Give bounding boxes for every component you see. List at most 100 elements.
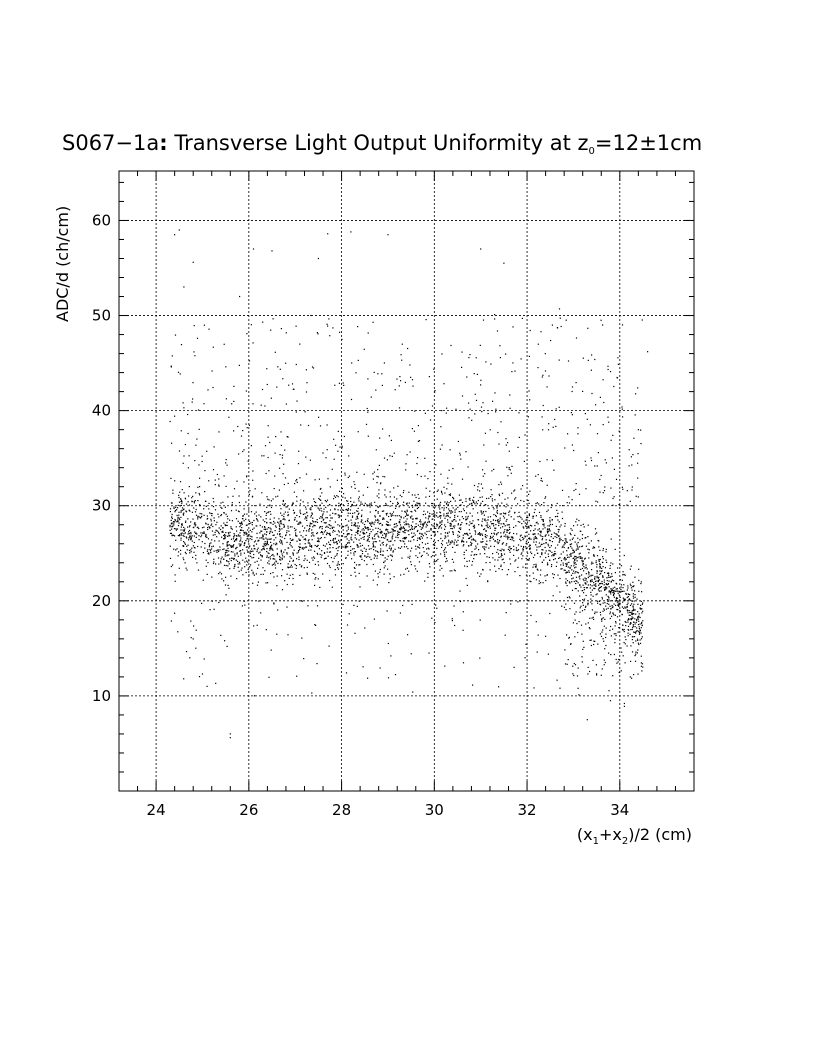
data-point (256, 519, 258, 521)
data-point (302, 546, 304, 549)
data-point (300, 534, 302, 537)
data-point (323, 522, 325, 524)
data-point (337, 450, 339, 452)
data-point (632, 597, 635, 599)
data-point (565, 572, 567, 574)
data-point (309, 527, 311, 530)
data-point (525, 541, 527, 543)
data-point (345, 546, 347, 548)
data-point (571, 390, 573, 393)
data-point (196, 562, 198, 564)
data-point (294, 530, 296, 532)
data-point (517, 516, 519, 518)
data-point (370, 558, 372, 561)
data-point (279, 520, 281, 523)
data-point (623, 584, 625, 586)
data-point (411, 536, 413, 538)
data-point (565, 558, 567, 560)
data-point (355, 525, 357, 527)
data-point (403, 501, 405, 503)
data-point (640, 655, 642, 657)
data-point (406, 567, 408, 569)
data-point (241, 521, 243, 523)
data-point (596, 570, 598, 572)
data-point (536, 549, 538, 551)
data-point (355, 538, 358, 540)
data-point (302, 548, 304, 550)
data-point (356, 504, 358, 506)
data-point (403, 490, 405, 492)
data-point (576, 548, 578, 550)
data-point (594, 528, 597, 530)
data-point (258, 540, 260, 542)
data-point (367, 535, 369, 537)
data-point (468, 560, 470, 562)
data-point (416, 530, 418, 532)
data-point (281, 514, 283, 516)
data-point (532, 566, 534, 568)
data-point (613, 614, 615, 616)
data-point (545, 496, 547, 498)
data-point (621, 614, 623, 616)
data-point (527, 558, 529, 561)
data-point (305, 508, 307, 510)
data-point (469, 499, 471, 501)
data-point (505, 534, 507, 536)
data-point (312, 517, 314, 519)
data-point (385, 529, 387, 531)
data-point (346, 533, 349, 535)
data-point (529, 537, 531, 539)
data-point (634, 596, 636, 598)
data-point (513, 554, 515, 556)
data-point (323, 508, 325, 510)
data-point (279, 368, 281, 370)
data-point (271, 531, 273, 533)
data-point (602, 617, 604, 619)
data-point (607, 368, 609, 371)
data-point (632, 608, 635, 610)
data-point (217, 513, 219, 515)
data-point (522, 548, 524, 550)
data-point (575, 582, 577, 585)
data-point (492, 553, 494, 555)
data-point (597, 452, 599, 454)
data-point (598, 576, 600, 578)
data-point (263, 526, 266, 528)
data-point (373, 618, 375, 620)
data-point (309, 459, 311, 461)
data-point (223, 475, 225, 477)
data-point (314, 578, 316, 580)
data-point (575, 558, 577, 560)
data-point (584, 537, 586, 539)
data-point (481, 534, 484, 536)
data-point (394, 523, 396, 525)
data-point (270, 548, 272, 550)
data-point (439, 515, 441, 517)
data-point (296, 552, 298, 554)
data-point (398, 515, 400, 517)
data-point (567, 566, 569, 568)
data-point (390, 547, 392, 549)
data-point (193, 507, 195, 509)
data-point (342, 496, 344, 498)
data-point (564, 649, 566, 651)
data-point (174, 519, 177, 521)
data-point (463, 551, 465, 553)
data-point (521, 536, 523, 539)
data-point (426, 530, 428, 533)
data-point (181, 509, 183, 511)
data-point (351, 515, 354, 517)
data-point (506, 524, 508, 526)
data-point (269, 558, 271, 560)
data-point (280, 508, 282, 510)
data-point (363, 504, 365, 506)
data-point (604, 459, 606, 461)
data-point (562, 551, 564, 553)
data-point (248, 424, 250, 426)
data-point (322, 573, 324, 575)
data-point (380, 536, 383, 539)
data-point (600, 590, 602, 592)
data-point (619, 563, 621, 566)
data-point (299, 521, 301, 523)
data-point (485, 537, 487, 539)
